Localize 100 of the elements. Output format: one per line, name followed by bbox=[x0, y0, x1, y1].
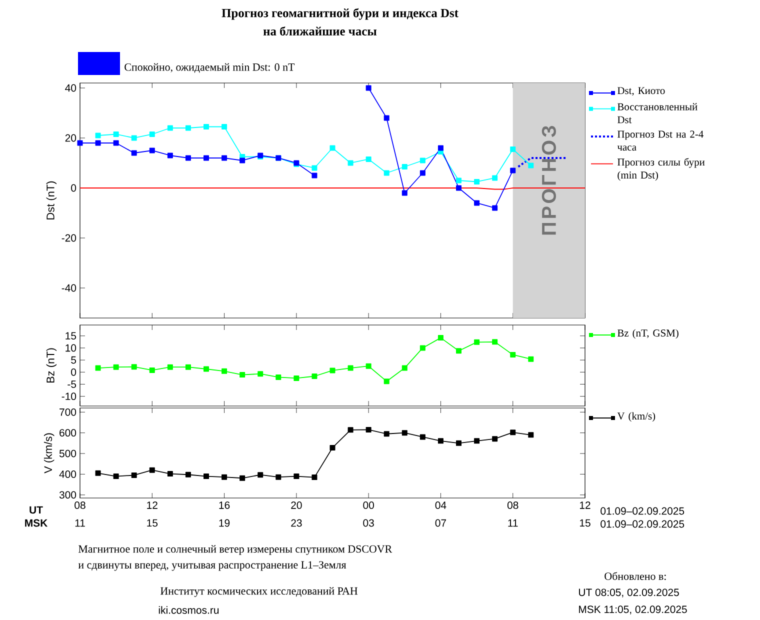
point bbox=[528, 162, 534, 168]
point bbox=[492, 175, 498, 181]
point bbox=[366, 85, 372, 91]
x-tick-label: 08 bbox=[507, 502, 518, 509]
point bbox=[95, 140, 101, 146]
point bbox=[510, 146, 516, 152]
y-tick-label: -40 bbox=[62, 284, 76, 292]
y-tick-label: 300 bbox=[59, 491, 76, 499]
point bbox=[312, 374, 318, 380]
point bbox=[402, 190, 408, 196]
y-tick-label: 600 bbox=[60, 429, 76, 437]
y-tick-label: 700 bbox=[60, 408, 76, 416]
point bbox=[240, 475, 246, 481]
point bbox=[131, 472, 137, 478]
point bbox=[149, 467, 155, 473]
point bbox=[438, 335, 444, 341]
point bbox=[456, 440, 462, 446]
point bbox=[402, 164, 408, 170]
point bbox=[438, 145, 444, 151]
point bbox=[456, 185, 462, 191]
x2-axis-title: MSK bbox=[25, 519, 48, 527]
point bbox=[528, 356, 534, 362]
point bbox=[113, 131, 119, 137]
band-label: ПРОГНОЗ bbox=[542, 126, 556, 235]
x2-tick-label: 19 bbox=[219, 519, 230, 527]
point bbox=[167, 152, 173, 158]
point bbox=[240, 372, 246, 378]
point bbox=[474, 438, 480, 444]
text: UT 08:05, 02.09.2025 bbox=[578, 588, 679, 598]
point bbox=[77, 140, 83, 146]
point bbox=[131, 135, 137, 141]
point bbox=[456, 348, 462, 354]
text: Обновлено в: bbox=[604, 572, 666, 580]
text: Спокойно, ожидаемый min Dst: 0 nT bbox=[124, 63, 295, 73]
y-tick-label: 500 bbox=[59, 450, 76, 458]
point bbox=[492, 436, 498, 442]
legend-label: Восстановленный Dst bbox=[618, 103, 698, 124]
point bbox=[366, 426, 372, 432]
chart-subtitle: на ближайшие часы bbox=[263, 26, 377, 36]
y-axis-title: Bz (nT) bbox=[46, 348, 57, 383]
x2-tick-label: 11 bbox=[508, 519, 518, 527]
point bbox=[366, 363, 372, 369]
x-tick-label: 12 bbox=[580, 502, 590, 509]
point bbox=[384, 170, 390, 176]
y-tick-label: 10 bbox=[66, 344, 76, 352]
y-tick-label: -5 bbox=[68, 380, 76, 388]
y-tick-label: 0 bbox=[71, 184, 76, 192]
x2-tick-label: 07 bbox=[435, 519, 446, 527]
point bbox=[240, 158, 246, 164]
point bbox=[528, 432, 534, 438]
point bbox=[131, 364, 137, 370]
point bbox=[222, 368, 228, 374]
point bbox=[204, 366, 209, 372]
point bbox=[420, 170, 426, 176]
text: Институт космических исследований РАН bbox=[160, 587, 358, 597]
point bbox=[149, 367, 155, 373]
point bbox=[167, 471, 173, 477]
y-axis-title: V (km/s) bbox=[44, 433, 54, 474]
point bbox=[204, 155, 209, 161]
x2-tick-label: 11 bbox=[75, 519, 85, 527]
y-tick-label: 5 bbox=[71, 356, 76, 364]
point bbox=[185, 155, 191, 161]
point bbox=[312, 165, 318, 171]
legend-label: Bz (nT, GSM) bbox=[618, 329, 678, 339]
point bbox=[113, 474, 119, 480]
y-tick-label: 20 bbox=[65, 134, 76, 142]
point bbox=[204, 124, 209, 130]
point bbox=[474, 178, 480, 184]
point bbox=[222, 124, 228, 130]
point bbox=[330, 368, 336, 374]
y-tick-label: -10 bbox=[62, 392, 76, 400]
x2-tick-label: 15 bbox=[147, 519, 158, 527]
point bbox=[474, 200, 480, 206]
point bbox=[222, 474, 228, 480]
x-tick-label: 12 bbox=[147, 502, 158, 509]
legend-label: Прогноз силы бури (min Dst) bbox=[618, 158, 705, 181]
point bbox=[95, 470, 101, 476]
point bbox=[113, 140, 119, 146]
x-tick-label: 16 bbox=[219, 502, 230, 509]
x2-tick-label: 03 bbox=[363, 519, 374, 527]
point bbox=[420, 158, 426, 164]
point bbox=[95, 132, 101, 138]
point bbox=[149, 131, 155, 137]
text: Магнитное поле и солнечный ветер измерены спутником DSCOVR bbox=[78, 545, 392, 555]
point bbox=[420, 345, 426, 351]
point bbox=[294, 375, 300, 381]
point bbox=[384, 431, 390, 437]
point bbox=[185, 364, 191, 370]
x-axis-title: UT bbox=[30, 506, 43, 514]
point bbox=[474, 339, 480, 345]
x-tick-label: 04 bbox=[435, 502, 446, 509]
point bbox=[276, 474, 282, 480]
point bbox=[510, 430, 516, 436]
point bbox=[330, 145, 336, 151]
y-axis-title: Dst (nT) bbox=[46, 181, 57, 220]
point bbox=[149, 148, 155, 154]
point bbox=[420, 434, 426, 440]
point bbox=[222, 155, 228, 161]
chart-title: Прогноз геомагнитной бури и индекса Dst bbox=[222, 8, 458, 20]
point bbox=[492, 205, 498, 211]
